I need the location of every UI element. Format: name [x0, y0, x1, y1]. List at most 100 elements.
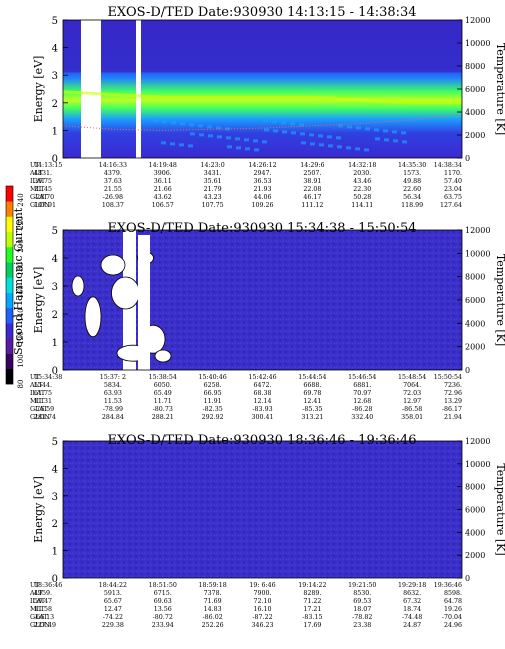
- row-value: 14:19:48: [149, 162, 177, 169]
- row-value: 15:44:54: [298, 374, 326, 381]
- spectrogram-speckle: [262, 140, 267, 144]
- y-tick-label: 2: [52, 310, 58, 321]
- colorbar-tick: 180: [17, 262, 25, 275]
- spectrogram-speckle: [301, 141, 306, 145]
- colorbar-tick: 140: [17, 308, 25, 321]
- row-value: 15:50:54: [434, 374, 462, 381]
- row-value: 12.97: [403, 398, 421, 405]
- data-gap: [136, 20, 141, 158]
- colorbar-tick: 220: [17, 216, 25, 229]
- row-value: 19:21:50: [348, 582, 376, 589]
- row-value: 6472.: [253, 382, 271, 389]
- row-value: 72.03: [403, 390, 421, 397]
- row-value: 8289.: [303, 590, 321, 597]
- row-label-ut: UT: [30, 582, 40, 589]
- row-value: -86.17: [442, 406, 462, 413]
- panel-title: EXOS-D/TED Date:930930 15:34:38 - 15:50:…: [107, 221, 416, 236]
- row-value: 111.12: [301, 202, 323, 209]
- row-value: 23.04: [444, 186, 462, 193]
- colorbar-cell: [6, 262, 13, 278]
- y2-tick-label: 12000: [465, 437, 490, 446]
- y-tick-label: 5: [52, 437, 58, 448]
- colorbar-cell: [6, 292, 13, 309]
- row-value: 13.56: [154, 606, 172, 613]
- spectrogram-speckle: [236, 146, 241, 150]
- row-value: 19.26: [444, 606, 462, 613]
- row-value: 19: 6:46: [249, 582, 275, 589]
- row-value: 5544.: [34, 382, 52, 389]
- row-value: -80.72: [153, 614, 173, 621]
- row-value: 64.78: [444, 598, 462, 605]
- row-value: 72.10: [253, 598, 271, 605]
- row-label-glat: GLAT: [30, 406, 48, 413]
- row-value: 21.79: [204, 186, 222, 193]
- row-value: 24.96: [444, 622, 462, 629]
- row-value: 281.74: [34, 414, 56, 421]
- spectrogram-speckle: [319, 143, 324, 147]
- spectrogram-speckle: [401, 131, 406, 135]
- row-value: 15:37: 2: [100, 374, 126, 381]
- spectrogram-speckle: [383, 129, 388, 133]
- panel-title: EXOS-D/TED Date:930930 18:36:46 - 19:36:…: [107, 433, 416, 448]
- spectrogram-speckle: [273, 129, 278, 133]
- row-value: 66.95: [204, 390, 222, 397]
- row-value: 67.32: [403, 598, 421, 605]
- row-label-mlt: MLT: [30, 606, 45, 613]
- y-tick-label: 3: [52, 492, 58, 503]
- row-label-ilat: ILAT: [30, 598, 46, 605]
- row-value: 292.92: [202, 414, 224, 421]
- y2-tick-label: 12000: [465, 16, 490, 25]
- row-label-glon: GLON: [30, 414, 50, 421]
- row-value: -70.04: [442, 614, 462, 621]
- temperature-line: [62, 113, 463, 131]
- row-value: 61.75: [34, 390, 52, 397]
- spectrogram-speckle: [299, 123, 304, 127]
- spectrogram-speckle: [392, 130, 397, 134]
- row-value: 59.47: [34, 598, 52, 605]
- spectrogram-speckle: [190, 132, 195, 136]
- row-value: 19:36:46: [434, 582, 462, 589]
- spectrogram-speckle: [327, 135, 332, 139]
- row-value: 108.37: [102, 202, 124, 209]
- row-label-mlt: MLT: [30, 398, 45, 405]
- y2-tick-label: 8000: [465, 483, 485, 492]
- spectrogram-speckle: [199, 133, 204, 137]
- row-value: -26.98: [103, 194, 123, 201]
- row-value: 358.01: [401, 414, 423, 421]
- row-value: 43.23: [204, 194, 222, 201]
- row-value: 13.29: [444, 398, 462, 405]
- row-value: 2030.: [353, 170, 371, 177]
- spectrogram-speckle: [290, 122, 295, 126]
- spectrogram-speckle: [162, 120, 167, 124]
- spectrogram-speckle: [227, 145, 232, 149]
- row-value: 16.10: [253, 606, 271, 613]
- spectrogram-speckle: [244, 138, 249, 142]
- row-value: 22.30: [353, 186, 371, 193]
- row-value: 6881.: [353, 382, 371, 389]
- row-value: 14:29:6: [300, 162, 324, 169]
- row-value: 63.75: [444, 194, 462, 201]
- row-value: 11.31: [34, 398, 52, 405]
- row-value: 18:44:22: [99, 582, 127, 589]
- row-value: 346.23: [251, 622, 273, 629]
- row-value: 288.21: [152, 414, 174, 421]
- y2-tick-label: 8000: [465, 62, 485, 71]
- row-value: 3431.: [204, 170, 222, 177]
- row-value: 15:40:46: [198, 374, 226, 381]
- spectrogram-speckle: [336, 136, 341, 140]
- spectrogram-speckle: [263, 119, 268, 123]
- y-tick-label: 0: [52, 154, 58, 165]
- row-value: -28.70: [34, 194, 54, 201]
- row-label-alt: ALT: [29, 382, 43, 389]
- spectrogram-speckle: [171, 121, 176, 125]
- row-value: -82.35: [203, 406, 223, 413]
- row-value: 21.94: [444, 414, 462, 421]
- y-tick-label: 2: [52, 99, 58, 110]
- y-axis-label: Energy [eV]: [32, 56, 45, 123]
- row-value: 18:59:18: [198, 582, 226, 589]
- row-value: 233.94: [152, 622, 174, 629]
- row-value: 11.91: [204, 398, 222, 405]
- row-value: 3906.: [154, 170, 172, 177]
- spectrogram-speckle: [281, 121, 286, 125]
